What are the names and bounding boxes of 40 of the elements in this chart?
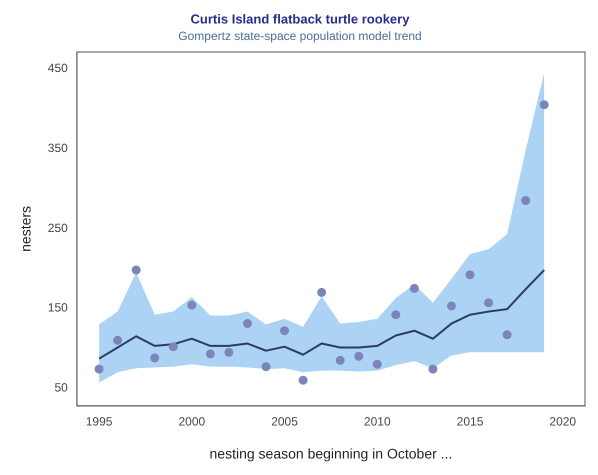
point — [298, 376, 308, 385]
point — [224, 348, 234, 357]
point — [187, 300, 196, 310]
y-tick-label: 150 — [48, 300, 68, 315]
chart-title: Curtis Island flatback turtle rookery — [190, 11, 410, 26]
point — [521, 196, 530, 206]
point — [280, 326, 290, 336]
y-tick-label: 450 — [48, 61, 68, 76]
y-tick-label: 50 — [54, 380, 68, 395]
y-tick-label: 350 — [48, 140, 68, 155]
x-tick-label: 2010 — [364, 414, 391, 428]
x-tick-label: 2005 — [271, 414, 298, 428]
point — [391, 310, 400, 320]
x-tick-label: 1995 — [86, 414, 113, 428]
point — [372, 360, 382, 369]
point — [354, 352, 364, 361]
chart-subtitle: Gompertz state-space population model trend — [178, 29, 422, 44]
point — [150, 353, 160, 362]
point — [336, 356, 345, 365]
point — [540, 100, 549, 110]
x-tick-label: 2000 — [178, 414, 206, 428]
point — [113, 336, 122, 345]
x-axis-title: nesting season beginning in October ... — [209, 445, 452, 462]
point — [410, 284, 419, 293]
point — [262, 362, 270, 372]
x-tick-label: 2020 — [549, 414, 576, 428]
y-tick-label: 250 — [48, 220, 68, 235]
point — [484, 298, 494, 308]
x-tick-label: 2015 — [456, 414, 484, 428]
point — [242, 319, 252, 328]
point — [317, 288, 326, 297]
point — [466, 270, 475, 280]
point — [206, 349, 215, 358]
y-axis-title: nesters — [17, 206, 34, 252]
point — [428, 364, 438, 374]
point — [446, 301, 456, 310]
point — [94, 364, 104, 374]
point — [168, 342, 178, 352]
point — [502, 330, 512, 340]
point — [132, 266, 141, 275]
